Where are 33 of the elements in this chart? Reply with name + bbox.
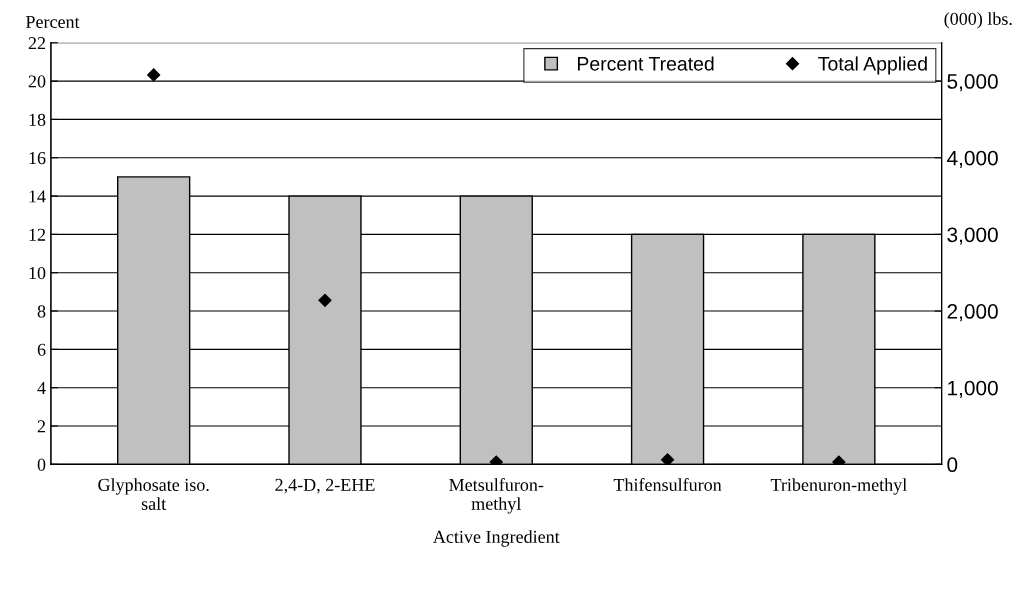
legend-label: Total Applied [818, 56, 927, 75]
y-tick-label: 22 [28, 37, 46, 50]
x-tick-label: Glyphosate iso. salt [98, 478, 209, 510]
y-tick-label: 12 [29, 228, 46, 241]
x-axis-title: Active Ingredient [433, 530, 560, 547]
y-tick-label: 16 [29, 152, 46, 165]
y2-tick-label: 0 [947, 457, 958, 473]
y-tick-label: 2 [37, 420, 46, 433]
x-tick-label: 2,4-D, 2-EHE [275, 478, 375, 494]
point [147, 68, 161, 82]
point [832, 455, 846, 465]
y-tick-label: 18 [29, 113, 46, 126]
point [660, 453, 675, 465]
y2-tick-label: 4,000 [946, 150, 998, 168]
y-tick-label: 0 [37, 458, 46, 471]
y2-tick-label: 2,000 [947, 304, 998, 322]
y-axis-title: Percent [25, 15, 80, 28]
x-tick-label: Thifensulfuron [613, 478, 722, 491]
y-tick-label: 20 [28, 75, 46, 88]
y2-tick-label: 1,000 [948, 380, 998, 398]
y2-tick-label: 5,000 [947, 74, 998, 92]
y-tick-label: 6 [37, 343, 46, 356]
y-tick-label: 10 [29, 266, 46, 280]
y-tick-label: 4 [37, 382, 46, 394]
y2-tick-label: 3,000 [947, 227, 998, 245]
x-tick-label: Tribenuron-methyl [770, 478, 907, 495]
point [489, 455, 503, 465]
x-tick-label: Metsulfuron- methyl [449, 478, 544, 514]
y2-axis-title: (000) lbs. [944, 12, 1012, 29]
point [318, 293, 332, 307]
y-tick-label: 8 [37, 305, 46, 318]
legend-label: Percent Treated [577, 56, 714, 71]
y-tick-label: 14 [29, 190, 46, 203]
